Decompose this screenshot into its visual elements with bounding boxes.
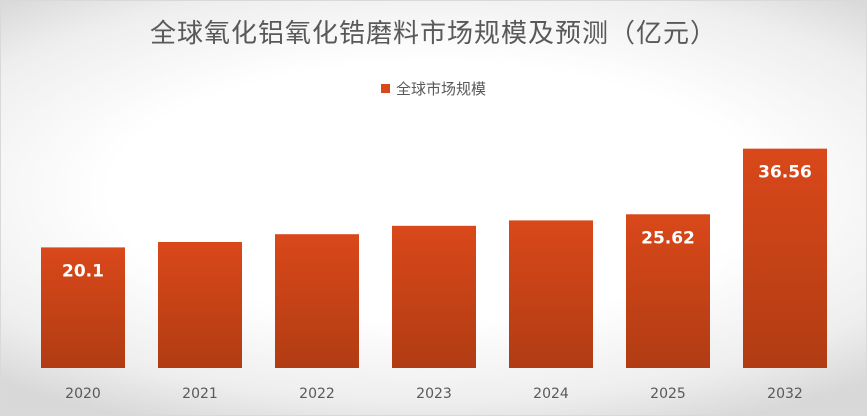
bar-2020	[41, 247, 125, 368]
x-tick-label-2020: 2020	[65, 386, 101, 402]
bar-2025	[626, 214, 710, 368]
data-label-2020: 20.1	[62, 261, 104, 281]
x-tick-label-2025: 2025	[650, 386, 686, 402]
x-tick-label-2023: 2023	[416, 386, 452, 402]
x-tick-label-2032: 2032	[767, 386, 803, 402]
x-tick-label-2024: 2024	[533, 386, 569, 402]
bar-2032	[743, 148, 827, 368]
bar-2021	[158, 242, 242, 368]
x-tick-label-2021: 2021	[182, 386, 218, 402]
x-tick-label-2022: 2022	[299, 386, 335, 402]
bar-2024	[509, 220, 593, 368]
legend-swatch	[380, 84, 390, 93]
bar-2022	[275, 234, 359, 368]
legend-label: 全球市场规模	[395, 80, 486, 98]
data-label-2025: 25.62	[641, 228, 695, 248]
bar-2023	[392, 225, 476, 368]
chart-title: 全球氧化铝氧化锆磨料市场规模及预测（亿元）	[149, 19, 717, 49]
legend: 全球市场规模	[1, 78, 866, 99]
data-label-2032: 36.56	[758, 163, 812, 183]
